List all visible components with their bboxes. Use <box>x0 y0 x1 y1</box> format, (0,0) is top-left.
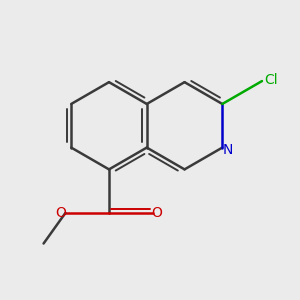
Text: N: N <box>222 142 233 157</box>
Text: O: O <box>56 206 67 220</box>
Text: Cl: Cl <box>264 73 278 87</box>
Text: O: O <box>152 206 162 220</box>
